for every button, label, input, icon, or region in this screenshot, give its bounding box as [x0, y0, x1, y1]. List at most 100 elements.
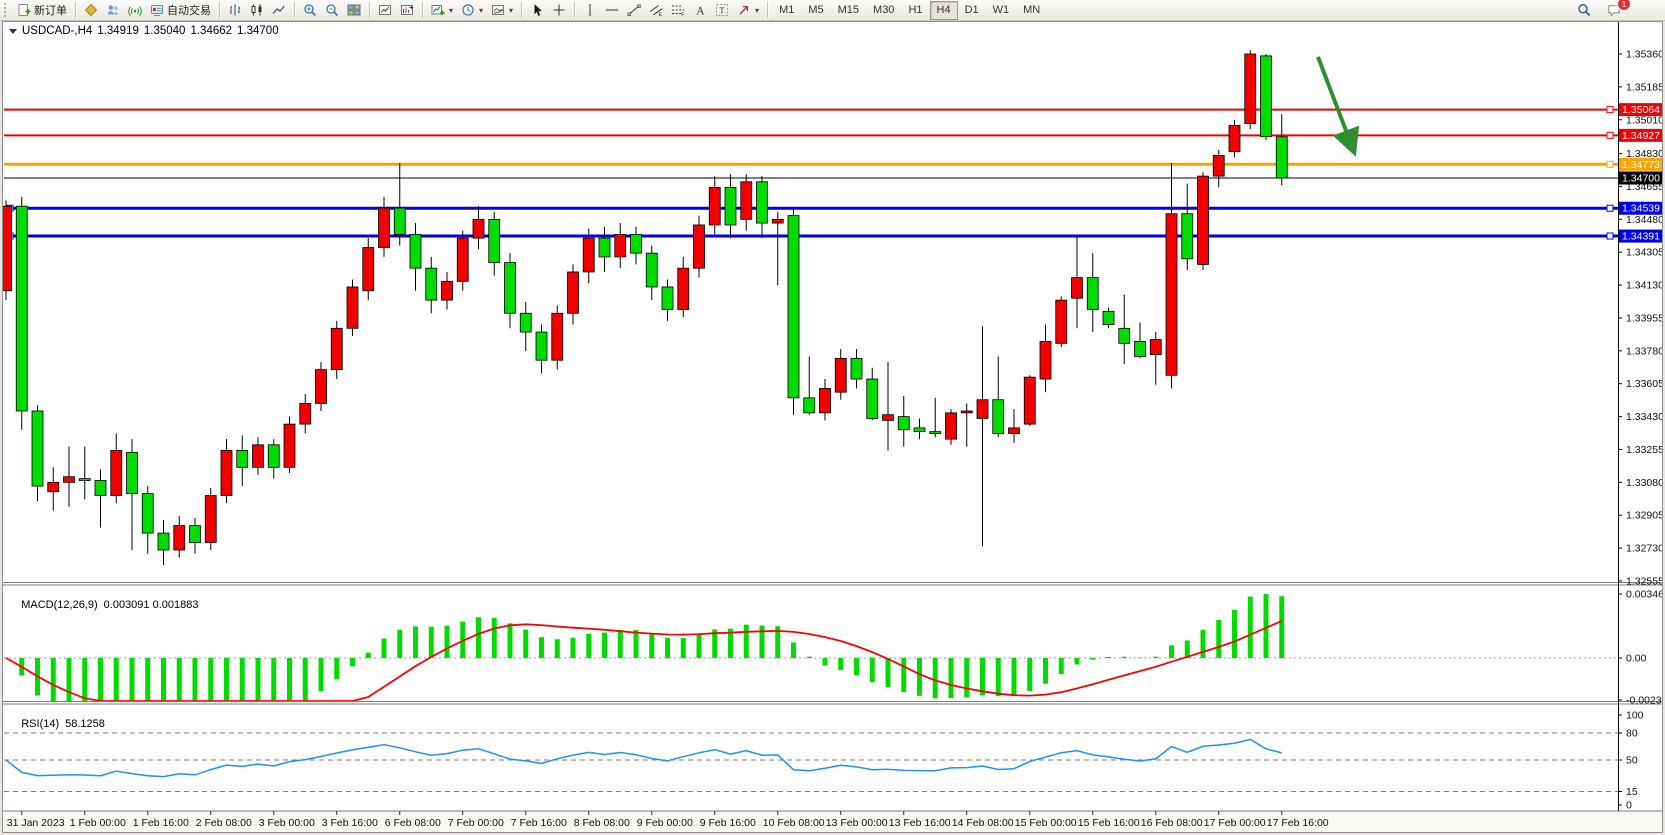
indicators-button[interactable]: ▾	[427, 0, 457, 20]
line-chart-button[interactable]	[268, 0, 290, 20]
macd-scale-label: -0.002391	[1626, 695, 1662, 707]
arrows-button[interactable]: ▾	[733, 0, 763, 20]
candle-74	[1165, 162, 1178, 389]
cursor-button[interactable]	[526, 0, 548, 20]
horizontal-line-button[interactable]	[601, 0, 623, 20]
chart-menu-icon[interactable]	[9, 28, 17, 34]
candle-49	[771, 211, 784, 286]
bar-chart-button[interactable]	[224, 0, 246, 20]
trendline-button[interactable]	[623, 0, 645, 20]
chart-canvas[interactable]: 1.353601.351851.350101.348301.346551.344…	[3, 22, 1662, 832]
hline-handle-right-1.34391[interactable]	[1606, 232, 1614, 240]
chevron-down-icon[interactable]: ▾	[479, 5, 484, 15]
profiles-button[interactable]	[80, 0, 102, 20]
candle-4	[63, 446, 75, 507]
time-tick-label: 8 Feb 08:00	[574, 817, 630, 829]
price-badge-1.34391	[1619, 229, 1662, 243]
timeframe-button-m15[interactable]: M15	[837, 4, 860, 16]
candle-38	[598, 226, 611, 272]
price-tick-label: 1.33955	[1626, 312, 1662, 324]
rsi-scale-label: 0	[1626, 800, 1632, 812]
timeframe-button-m1[interactable]: M1	[779, 4, 795, 16]
toolbar-grip[interactable]	[4, 3, 9, 17]
macd-indicator-name: MACD(12,26,9)	[21, 599, 98, 611]
candle-44	[693, 215, 705, 278]
candle-40	[630, 226, 642, 265]
time-tick-label: 3 Feb 00:00	[259, 817, 315, 829]
candle-43	[677, 256, 690, 318]
candlestick-chart-button[interactable]	[246, 0, 268, 20]
timeframe-button-h1[interactable]: H1	[908, 4, 923, 16]
autotrading-button[interactable]: 自动交易	[146, 0, 215, 20]
candle-80	[1260, 54, 1272, 141]
templates-button[interactable]: ▾	[487, 0, 517, 20]
zoom-in-button[interactable]	[299, 0, 321, 20]
fibonacci-button[interactable]: F	[667, 0, 689, 20]
channel-icon: E	[649, 5, 663, 17]
auto-scroll-button[interactable]	[396, 0, 418, 20]
price-tick-label: 1.34830	[1626, 148, 1662, 160]
toolbar-separator	[574, 2, 576, 18]
timeframe-button-d1[interactable]: D1	[964, 4, 979, 16]
candle-60	[945, 409, 957, 445]
equidistant-channel-button[interactable]: E	[645, 0, 667, 20]
autotrading-icon	[151, 5, 163, 16]
price-badge-label: 1.35064	[1622, 104, 1660, 116]
price-badge-1.34539	[1619, 201, 1662, 215]
new-chart-button[interactable]	[374, 0, 396, 20]
candle-22	[346, 279, 359, 336]
candle-0	[3, 200, 12, 301]
chevron-down-icon[interactable]: ▾	[755, 5, 760, 15]
indicators-icon	[431, 5, 445, 15]
candle-57	[897, 395, 910, 447]
candle-42	[661, 279, 674, 321]
candle-39	[614, 223, 627, 269]
candle-52	[819, 379, 831, 421]
hline-handle-right-1.35064[interactable]	[1606, 106, 1614, 114]
template-icon	[492, 5, 505, 15]
crosshair-button[interactable]	[548, 0, 570, 20]
candle-59	[929, 397, 942, 438]
price-badge-label: 1.34391	[1622, 231, 1660, 243]
candle-14	[220, 439, 233, 504]
timeframe-button-w1[interactable]: W1	[992, 4, 1010, 16]
periods-button[interactable]: ▾	[457, 0, 487, 20]
chevron-down-icon[interactable]: ▾	[509, 5, 514, 15]
chat-button[interactable]: 1	[1603, 0, 1631, 20]
candle-55	[866, 367, 879, 421]
hline-handle-right-1.34539[interactable]	[1606, 204, 1614, 212]
vertical-line-button[interactable]	[579, 0, 601, 20]
price-tick-label: 1.35185	[1626, 81, 1662, 93]
text-button[interactable]: A	[689, 0, 711, 20]
timeframe-button-m5[interactable]: M5	[808, 4, 824, 16]
trend-arrow-annotation[interactable]	[1316, 56, 1360, 157]
text-label-button[interactable]: T	[711, 0, 733, 20]
time-tick-label: 13 Feb 00:00	[826, 817, 888, 829]
timeframe-button-h4[interactable]: H4	[929, 0, 958, 20]
timeframe-button-mn[interactable]: MN	[1023, 4, 1041, 16]
search-button[interactable]	[1573, 0, 1595, 20]
candle-62	[976, 326, 989, 547]
candle-68	[1071, 234, 1083, 329]
zoom-out-button[interactable]	[321, 0, 343, 20]
candle-10	[157, 519, 170, 566]
candle-67	[1055, 296, 1068, 348]
signals-button[interactable]	[124, 0, 146, 20]
tile-windows-button[interactable]	[343, 0, 365, 20]
rsi-scale-label: 15	[1626, 786, 1638, 798]
time-tick-label: 16 Feb 08:00	[1141, 817, 1203, 829]
hline-handle-right-1.34773[interactable]	[1606, 160, 1614, 168]
time-tick-label: 3 Feb 16:00	[322, 817, 378, 829]
candle-48	[756, 176, 768, 239]
svg-text:T: T	[719, 5, 724, 15]
price-badge-1.34700	[1619, 171, 1662, 185]
time-tick-label: 17 Feb 16:00	[1267, 817, 1329, 829]
price-badge-1.35064	[1619, 103, 1662, 117]
hline-handle-right-1.34927[interactable]	[1606, 131, 1614, 139]
chevron-down-icon[interactable]: ▾	[449, 5, 454, 15]
timeframe-button-m30[interactable]: M30	[873, 4, 895, 16]
candle-53	[834, 348, 847, 400]
toolbar-separator	[219, 2, 220, 18]
market-community-button[interactable]	[102, 0, 124, 20]
new-order-button[interactable]: 新订单	[13, 0, 71, 20]
